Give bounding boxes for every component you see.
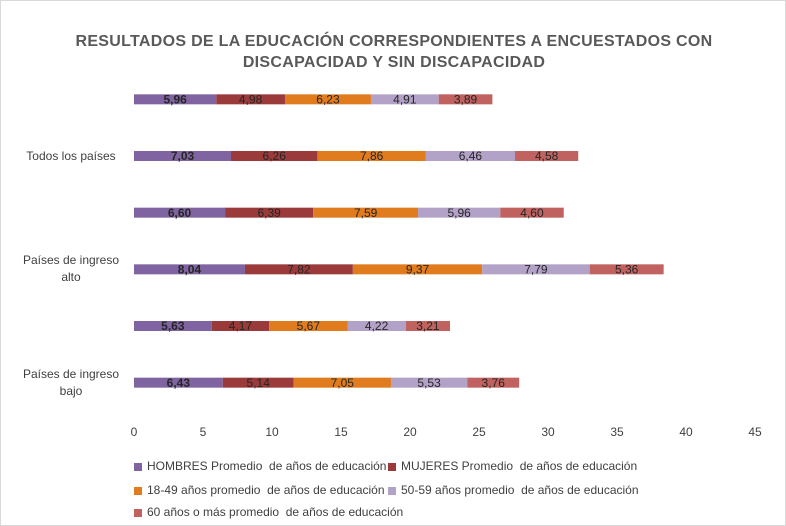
bar-segment (225, 207, 314, 218)
legend-swatch (388, 487, 396, 495)
data-label: 5,67 (297, 319, 321, 333)
bar-segment (284, 94, 371, 105)
bar-segment (405, 321, 451, 331)
bar-segment (134, 151, 232, 161)
bar-segment (216, 94, 285, 105)
data-label: 8,04 (178, 263, 202, 277)
y-tick-label: Todos los países (26, 148, 116, 163)
x-tick-label: 5 (200, 425, 207, 439)
data-label: 6,23 (316, 93, 340, 107)
x-tick-label: 40 (679, 425, 693, 439)
bar-segment (425, 151, 516, 161)
data-label: 7,86 (360, 149, 384, 163)
bar-segment (352, 264, 483, 275)
data-label: 4,98 (239, 93, 263, 107)
data-label: 3,89 (454, 93, 478, 107)
data-label: 6,39 (257, 206, 281, 220)
data-label: 7,59 (354, 206, 378, 220)
x-tick-label: 45 (748, 425, 762, 439)
y-tick-label: Países de ingreso bajo (22, 366, 120, 398)
data-label: 5,63 (161, 319, 185, 333)
bar-segment (589, 264, 664, 275)
bar-segment (438, 94, 493, 105)
data-label: 7,05 (331, 376, 355, 390)
x-tick-label: 15 (334, 425, 348, 439)
bar-segment (134, 264, 245, 275)
legend-label: MUJERES Promedio de años de educación (401, 459, 637, 473)
chart-title: RESULTADOS DE LA EDUCACIÓN CORRESPONDIEN… (75, 33, 713, 71)
bar-segment (134, 321, 212, 331)
data-label: 6,26 (263, 149, 287, 163)
x-tick-label: 20 (403, 425, 417, 439)
bar-segment (515, 151, 579, 161)
bar-segment (313, 207, 419, 218)
x-tick-label: 30 (541, 425, 555, 439)
x-tick-label: 25 (472, 425, 486, 439)
bar-segment (500, 207, 564, 218)
bar-segment (347, 321, 406, 331)
legend-label: 60 años o más promedio de años de educac… (147, 505, 403, 519)
x-tick-label: 0 (131, 425, 138, 439)
data-label: 5,14 (247, 376, 271, 390)
legend-label: HOMBRES Promedio de años de educación (147, 459, 386, 473)
legend-swatch (388, 463, 396, 471)
legend-swatch (134, 487, 142, 495)
bar-segment (244, 264, 353, 275)
data-label: 4,58 (535, 149, 559, 163)
y-tick-label: Países de ingreso alto (22, 253, 120, 285)
legend-label: 18-49 años promedio de años de educación (147, 483, 385, 497)
bar-segment (231, 151, 318, 161)
data-label: 9,37 (406, 263, 430, 277)
data-label: 7,82 (287, 263, 311, 277)
legend-swatch (134, 463, 142, 471)
data-label: 6,46 (459, 149, 483, 163)
data-label: 7,03 (171, 149, 195, 163)
data-label: 5,53 (417, 376, 441, 390)
bar-segment (370, 94, 439, 105)
bar-segment (269, 321, 348, 331)
data-label: 7,79 (524, 263, 548, 277)
bar-segment (482, 264, 590, 275)
bar-segment (134, 377, 223, 388)
data-label: 4,22 (365, 319, 389, 333)
bar-segment (467, 377, 520, 388)
x-tick-label: 35 (610, 425, 624, 439)
bar-segment (418, 207, 501, 218)
data-label: 5,36 (615, 263, 639, 277)
bar-segment (317, 151, 426, 161)
bar-segment (211, 321, 270, 331)
data-label: 4,17 (229, 319, 253, 333)
bar-segment (134, 94, 217, 105)
bar-segment (390, 377, 468, 388)
x-tick-label: 10 (265, 425, 279, 439)
data-label: 6,43 (167, 376, 191, 390)
data-label: 4,60 (520, 206, 544, 220)
legend-swatch (134, 509, 142, 517)
data-label: 6,60 (168, 206, 192, 220)
bar-segment (293, 377, 391, 388)
bar-segment (134, 207, 226, 218)
bar-segment (222, 377, 294, 388)
data-label: 3,21 (416, 319, 440, 333)
data-label: 3,76 (482, 376, 506, 390)
data-label: 4,91 (393, 93, 417, 107)
legend-label: 50-59 años promedio de años de educación (401, 483, 639, 497)
data-label: 5,96 (163, 93, 187, 107)
data-label: 5,96 (447, 206, 471, 220)
